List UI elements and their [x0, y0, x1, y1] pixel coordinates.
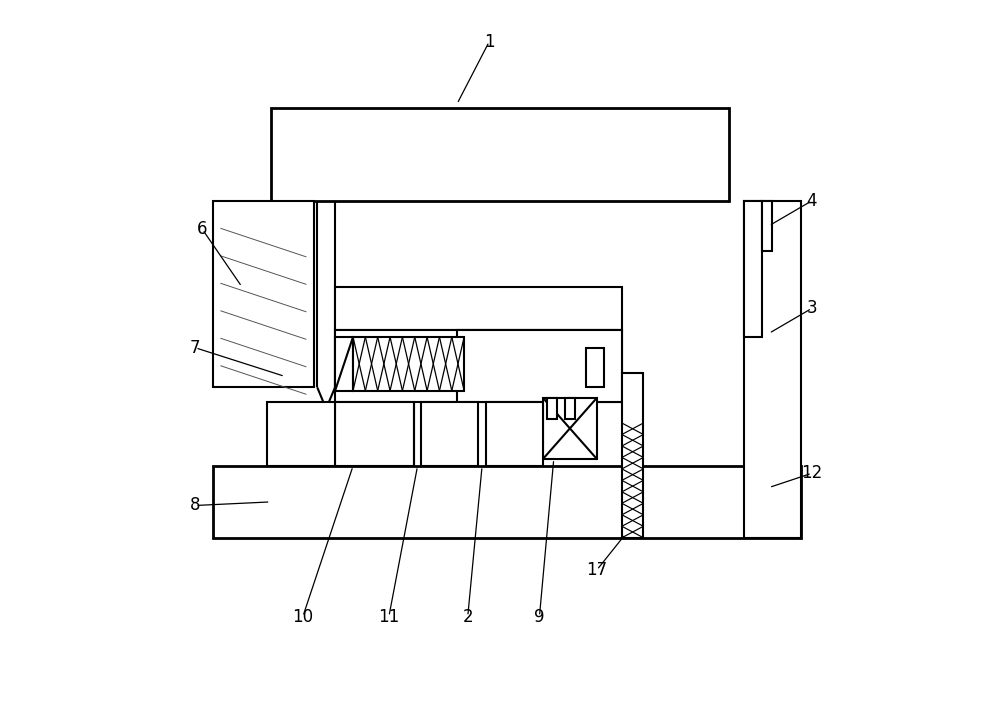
Text: 3: 3	[807, 299, 817, 318]
Bar	[457, 330, 622, 402]
Text: 11: 11	[378, 607, 399, 626]
Bar	[267, 402, 335, 466]
Text: 2: 2	[462, 607, 473, 626]
Bar	[622, 373, 643, 538]
Bar	[744, 201, 801, 538]
Text: 8: 8	[190, 496, 201, 515]
Text: 7: 7	[190, 338, 201, 357]
Bar	[762, 201, 772, 251]
Bar	[421, 402, 478, 466]
Bar	[543, 398, 597, 459]
Text: 6: 6	[197, 220, 208, 239]
Text: 9: 9	[534, 607, 545, 626]
Bar	[353, 337, 464, 391]
Bar	[213, 466, 801, 538]
Bar	[335, 287, 622, 330]
Bar	[565, 398, 575, 419]
Bar	[213, 201, 314, 387]
Bar	[271, 108, 729, 201]
Bar	[744, 201, 762, 337]
Text: 10: 10	[292, 607, 313, 626]
Text: 12: 12	[801, 464, 823, 483]
Bar	[586, 348, 604, 387]
Text: 1: 1	[484, 32, 495, 51]
Bar	[547, 398, 557, 419]
Bar	[335, 402, 414, 466]
Text: 4: 4	[807, 191, 817, 210]
Bar	[486, 402, 543, 466]
Text: 17: 17	[586, 561, 607, 579]
Bar	[335, 337, 353, 391]
Bar	[335, 330, 622, 402]
